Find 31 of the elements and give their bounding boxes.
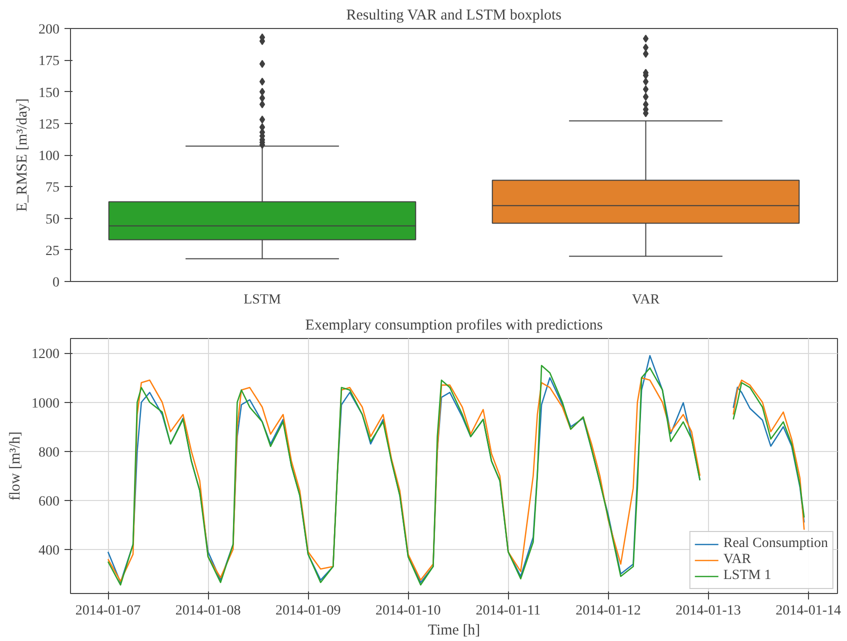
x-tick-label: 2014-01-08	[175, 604, 241, 618]
x-tick-label: LSTM	[244, 292, 282, 308]
legend-label: LSTM 1	[723, 568, 772, 584]
x-tick-label: 2014-01-09	[275, 604, 341, 618]
legend-label: Real Consumption	[723, 536, 828, 552]
y-tick-label: 600	[38, 494, 60, 510]
y-tick-label: 125	[38, 117, 60, 132]
y-tick-label: 0	[52, 276, 60, 290]
y-tick-label: 800	[38, 445, 60, 460]
y-axis-title: E_RMSE [m³/day]	[14, 98, 30, 212]
y-tick-label: 100	[38, 149, 60, 164]
chart-title: Resulting VAR and LSTM boxplots	[346, 8, 562, 24]
y-tick-label: 50	[46, 212, 60, 228]
legend-label: VAR	[723, 552, 752, 568]
y-tick-label: 1200	[32, 347, 60, 362]
y-tick-label: 175	[38, 54, 60, 70]
y-tick-label: 25	[46, 244, 60, 259]
y-tick-label: 1000	[32, 396, 60, 412]
x-tick-label: 2014-01-14	[776, 604, 841, 618]
y-axis-title: flow [m³/h]	[8, 431, 24, 501]
x-axis-title: Time [h]	[428, 622, 480, 638]
x-tick-label: 2014-01-10	[375, 604, 441, 618]
x-tick-label: 2014-01-13	[676, 604, 741, 618]
y-tick-label: 75	[46, 180, 60, 196]
x-tick-label: 2014-01-11	[476, 604, 541, 618]
y-tick-label: 400	[38, 543, 60, 558]
y-tick-label: 150	[38, 86, 60, 101]
chart-title: Exemplary consumption profiles with predictions	[305, 318, 603, 334]
x-tick-label: 2014-01-07	[75, 604, 141, 618]
y-tick-label: 200	[38, 22, 60, 38]
x-tick-label: 2014-01-12	[576, 604, 641, 618]
